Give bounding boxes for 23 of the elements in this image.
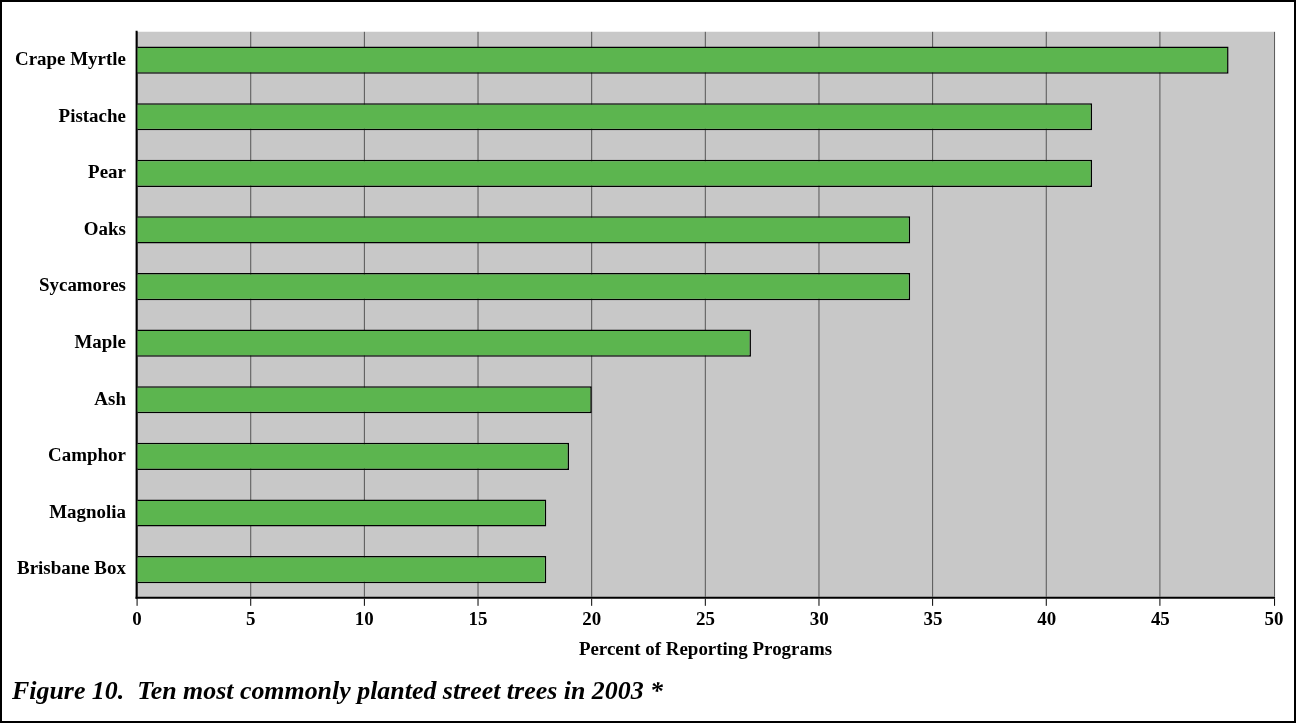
x-tick-label: 50 [1264, 608, 1284, 630]
x-tick-label: 15 [468, 608, 488, 630]
y-tick-label: Maple [74, 331, 126, 353]
y-tick-label: Pistache [58, 104, 126, 126]
x-tick-label: 10 [354, 608, 374, 630]
y-tick-label: Pear [88, 161, 126, 183]
x-tick-label: 40 [1037, 608, 1057, 630]
y-tick-label: Crape Myrtle [15, 48, 126, 70]
y-tick-label: Magnolia [49, 500, 127, 522]
text: Figure 10. Ten most commonly planted street trees in 2003 * [10, 676, 665, 706]
x-tick-label: 0 [132, 608, 142, 630]
x-tick-label: 35 [923, 608, 943, 630]
y-tick-label: Sycamores [38, 274, 126, 296]
y-tick-label: Brisbane Box [17, 557, 127, 579]
y-tick-label: Oaks [83, 217, 126, 239]
x-axis-title: Percent of Reporting Programs [578, 637, 833, 659]
x-tick-label: 45 [1150, 608, 1170, 630]
y-tick-label: Ash [94, 387, 127, 409]
y-tick-label: Camphor [48, 444, 126, 466]
x-tick-label: 30 [809, 608, 829, 630]
x-tick-label: 20 [582, 608, 602, 630]
x-tick-label: 5 [245, 608, 256, 630]
x-tick-label: 25 [696, 608, 715, 630]
